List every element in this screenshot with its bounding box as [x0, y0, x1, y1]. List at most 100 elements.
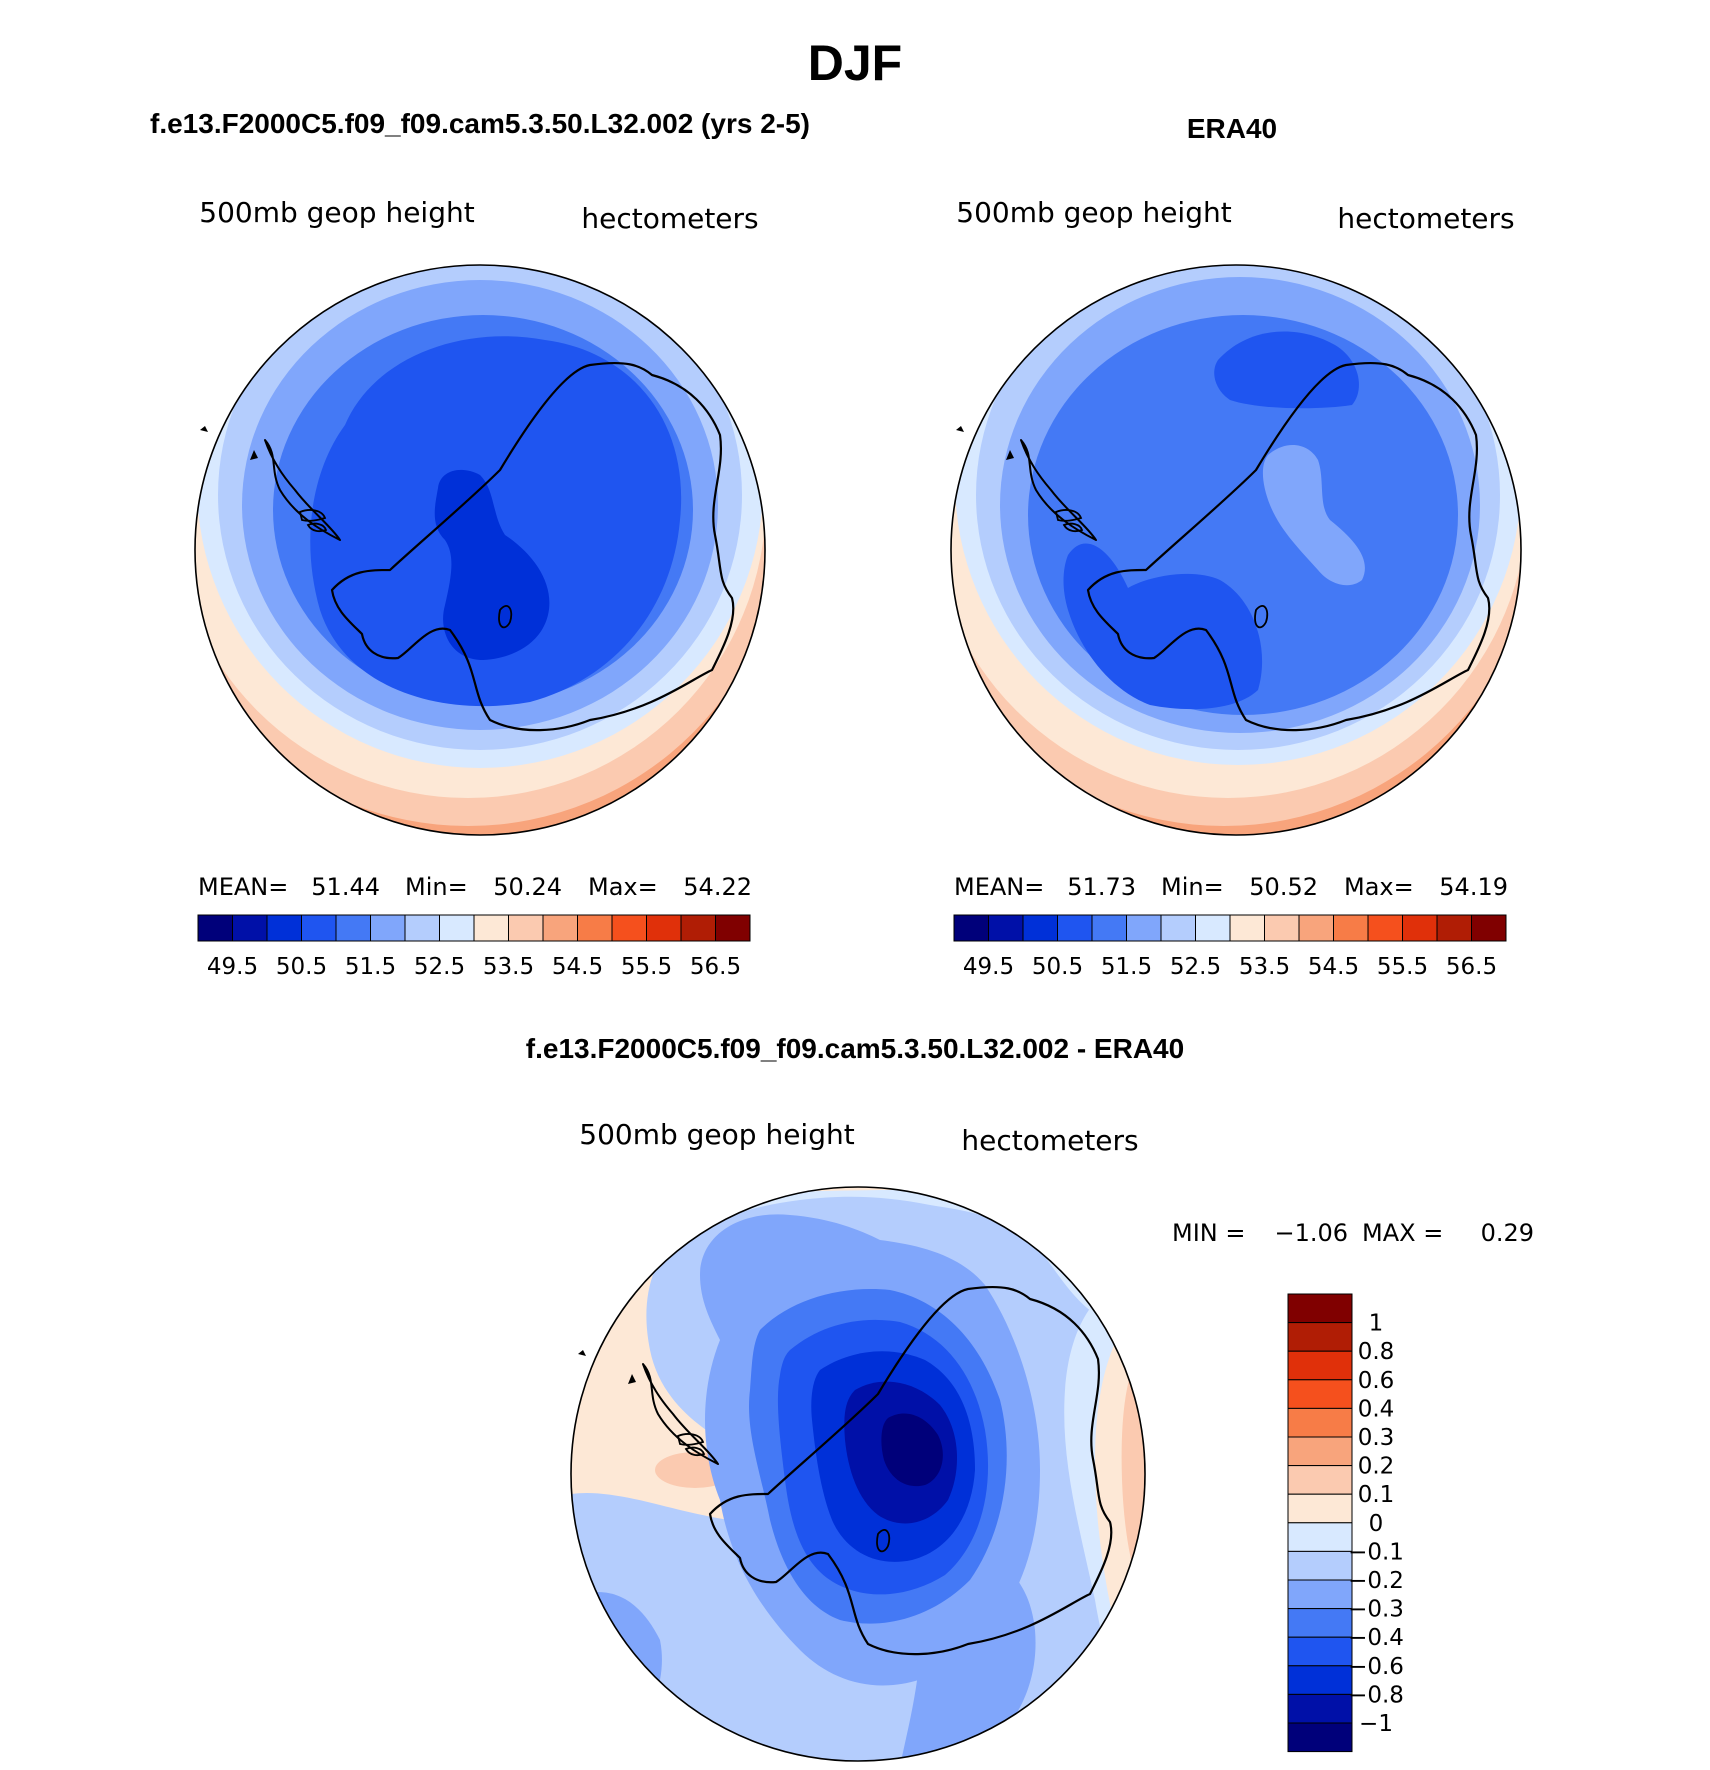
- diff-colorbar-tick-label: −1: [1359, 1711, 1393, 1737]
- obs-mean-value: 51.73: [1067, 873, 1136, 901]
- obs-variable-label: 500mb geop height: [956, 196, 1231, 229]
- obs-colorbar-tick-label: 53.5: [1239, 954, 1290, 980]
- obs-colorbar-tick-label: 49.5: [963, 954, 1014, 980]
- model-max-label: Max=: [588, 873, 658, 901]
- obs-colorbar-tick-label: 51.5: [1101, 954, 1152, 980]
- obs-colorbar-tick-label: 54.5: [1308, 954, 1359, 980]
- diff-map-border: [570, 1186, 1146, 1762]
- model-colorbar-box: [680, 914, 716, 942]
- diff-max-label: MAX =: [1362, 1219, 1443, 1247]
- diff-colorbar-box: [1287, 1379, 1353, 1409]
- obs-max-value: 54.19: [1439, 873, 1508, 901]
- diff-colorbar-tick-label: 0.1: [1358, 1482, 1395, 1508]
- obs-colorbar-box: [1126, 914, 1162, 942]
- diff-colorbar-box: [1287, 1665, 1353, 1695]
- obs-colorbar-box: [988, 914, 1024, 942]
- diff-colorbar-box: [1287, 1350, 1353, 1381]
- diff-colorbar-tick-label: −0.2: [1348, 1568, 1404, 1594]
- model-colorbar-tick-label: 54.5: [552, 954, 603, 980]
- obs-colorbar-box: [1471, 914, 1507, 942]
- obs-colorbar-box: [1195, 914, 1231, 942]
- diff-colorbar-box: [1287, 1407, 1353, 1438]
- diff-colorbar-box: [1287, 1465, 1353, 1495]
- obs-colorbar-tick-label: 50.5: [1032, 954, 1083, 980]
- model-min-value: 50.24: [493, 873, 562, 901]
- model-min-label: Min=: [405, 873, 468, 901]
- model-colorbar-box: [370, 914, 406, 942]
- diff-colorbar-tick-label: 1: [1369, 1311, 1384, 1337]
- obs-panel-title: ERA40: [1187, 113, 1277, 144]
- page-title: DJF: [808, 35, 902, 91]
- obs-colorbar-tick-label: 55.5: [1377, 954, 1428, 980]
- obs-colorbar-box: [1264, 914, 1300, 942]
- obs-colorbar-box: [1057, 914, 1093, 942]
- model-variable-label: 500mb geop height: [199, 196, 474, 229]
- obs-min-label: Min=: [1161, 873, 1224, 901]
- obs-colorbar: 49.5 50.5 51.5 52.5 53.5 54.5 55.5 56.5: [953, 914, 1507, 980]
- diff-colorbar-tick-label: 0: [1369, 1511, 1384, 1537]
- diff-colorbar-tick-label: 0.3: [1358, 1425, 1395, 1451]
- obs-colorbar-tick-label: 52.5: [1170, 954, 1221, 980]
- obs-colorbar-box: [1022, 914, 1058, 942]
- obs-colorbar-box: [1367, 914, 1403, 942]
- diff-units-label: hectometers: [961, 1124, 1138, 1157]
- diff-colorbar-box: [1287, 1693, 1353, 1724]
- diff-variable-label: 500mb geop height: [579, 1118, 854, 1151]
- model-colorbar-tick-label: 52.5: [414, 954, 465, 980]
- model-colorbar-box: [404, 914, 440, 942]
- model-colorbar-box: [197, 914, 233, 942]
- diff-panel: f.e13.F2000C5.f09_f09.cam5.3.50.L32.002 …: [526, 1033, 1534, 1762]
- obs-colorbar-box: [1229, 914, 1265, 942]
- model-map: [195, 265, 765, 835]
- diff-min-label: MIN =: [1172, 1219, 1245, 1247]
- obs-colorbar-box: [1436, 914, 1472, 942]
- obs-colorbar-box: [1298, 914, 1334, 942]
- model-colorbar-box: [232, 914, 268, 942]
- model-colorbar-tick-label: 51.5: [345, 954, 396, 980]
- model-map-border: [194, 264, 766, 836]
- model-colorbar-box: [715, 914, 751, 942]
- obs-units-label: hectometers: [1337, 202, 1514, 235]
- model-colorbar-box: [473, 914, 509, 942]
- diff-colorbar-box: [1287, 1608, 1353, 1638]
- diff-colorbar-box: [1287, 1550, 1353, 1581]
- diff-colorbar-tick-label: 0.8: [1358, 1339, 1395, 1365]
- model-colorbar-box: [301, 914, 337, 942]
- model-colorbar: 49.5 50.5 51.5 52.5 53.5 54.5 55.5 56.5: [197, 914, 751, 980]
- diff-colorbar-tick-label: −0.4: [1348, 1625, 1404, 1651]
- model-colorbar-tick-label: 56.5: [690, 954, 741, 980]
- model-colorbar-box: [542, 914, 578, 942]
- model-colorbar-tick-label: 49.5: [207, 954, 258, 980]
- obs-max-label: Max=: [1344, 873, 1414, 901]
- diff-max-value: 0.29: [1481, 1219, 1534, 1247]
- diff-colorbar-box: [1287, 1293, 1353, 1324]
- diff-colorbar-tick-label: −0.8: [1348, 1682, 1404, 1708]
- model-mean-value: 51.44: [311, 873, 380, 901]
- diff-colorbar-box: [1287, 1579, 1353, 1610]
- model-colorbar-box: [646, 914, 682, 942]
- diff-colorbar-tick-label: −0.3: [1348, 1597, 1404, 1623]
- obs-colorbar-box: [1091, 914, 1127, 942]
- diff-colorbar-box: [1287, 1493, 1353, 1524]
- model-colorbar-tick-label: 55.5: [621, 954, 672, 980]
- model-colorbar-tick-label: 50.5: [276, 954, 327, 980]
- obs-min-value: 50.52: [1249, 873, 1318, 901]
- model-colorbar-box: [577, 914, 613, 942]
- diff-colorbar-tick-label: −0.1: [1348, 1539, 1404, 1565]
- diff-colorbar: 10.8 0.60.4 0.3 0.20.1 0−0.1 −0.2 −0.3−0.4 −0.6…: [1287, 1293, 1404, 1753]
- diff-colorbar-box: [1287, 1636, 1353, 1667]
- diff-panel-title: f.e13.F2000C5.f09_f09.cam5.3.50.L32.002 …: [526, 1033, 1184, 1064]
- obs-colorbar-box: [1160, 914, 1196, 942]
- obs-colorbar-box: [1402, 914, 1438, 942]
- diff-colorbar-tick-label: −0.6: [1348, 1654, 1404, 1680]
- model-max-value: 54.22: [683, 873, 752, 901]
- diff-colorbar-tick-label: 0.4: [1358, 1396, 1395, 1422]
- model-colorbar-box: [335, 914, 371, 942]
- diff-colorbar-box: [1287, 1436, 1353, 1467]
- model-panel: f.e13.F2000C5.f09_f09.cam5.3.50.L32.002 …: [150, 108, 810, 980]
- model-units-label: hectometers: [581, 202, 758, 235]
- obs-colorbar-box: [953, 914, 989, 942]
- diff-colorbar-box: [1287, 1322, 1353, 1352]
- diff-colorbar-tick-label: 0.2: [1358, 1454, 1395, 1480]
